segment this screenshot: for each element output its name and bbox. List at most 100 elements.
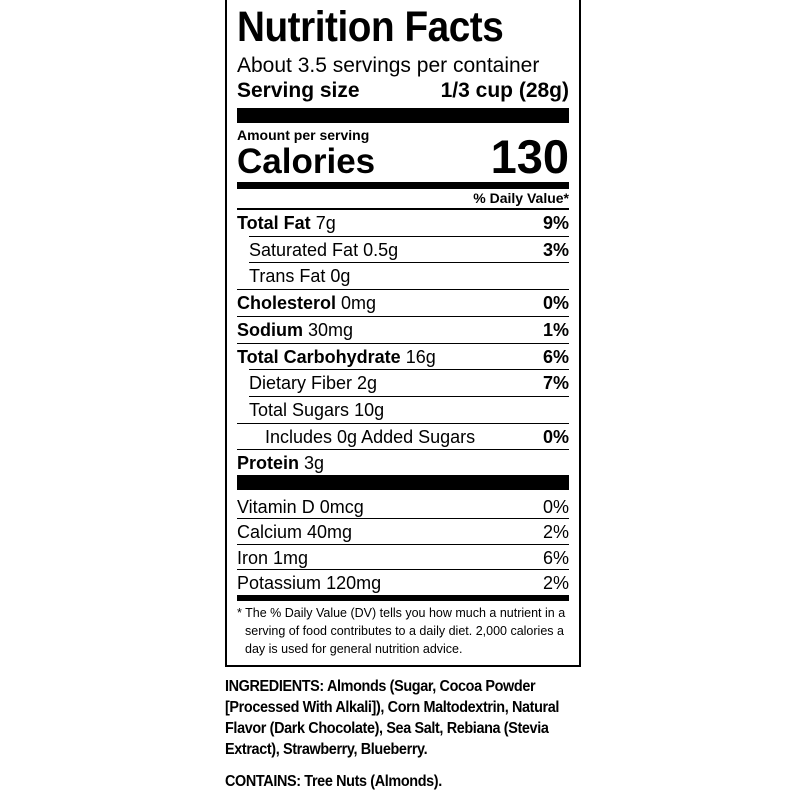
nutrient-row: Dietary Fiber 2g 7% (237, 370, 569, 396)
vitamin-name: Calcium (237, 522, 303, 543)
nutrient-row: Trans Fat 0g (237, 263, 569, 289)
thick-rule (237, 475, 569, 490)
nutrient-name: Total Carbohydrate (237, 346, 401, 367)
nutrient-name: Trans Fat (249, 266, 326, 287)
rule (237, 315, 569, 317)
nutrient-amount: 3g (304, 453, 325, 474)
vitamin-label: Iron 1mg (237, 545, 308, 571)
footnote: * The % Daily Value (DV) tells you how m… (237, 606, 566, 656)
nutrient-amount: 2g (357, 373, 378, 394)
nutrient-label: Saturated Fat 0.5g (249, 237, 398, 263)
nutrient-name: Sodium (237, 319, 303, 340)
nutrient-amount: 30mg (308, 319, 354, 340)
daily-value: 7% (542, 373, 569, 394)
vitamin-row: Vitamin D 0mcg 0% (237, 494, 569, 520)
nutrient-label: Sodium 30mg (237, 317, 353, 343)
nutrient-name: Cholesterol (237, 293, 337, 314)
thick-rule (237, 108, 569, 123)
contains-text: Tree Nuts (Almonds). (304, 773, 442, 790)
nutrient-label: Total Fat 7g (237, 210, 336, 236)
daily-value: 2% (542, 522, 569, 543)
nutrient-amount: 0.5g (363, 239, 399, 260)
nutrient-name: Protein (237, 453, 300, 474)
nutrient-amount: 16g (405, 346, 436, 367)
daily-value: 6% (542, 547, 569, 568)
daily-value: 1% (542, 319, 569, 340)
vitamin-label: Calcium 40mg (237, 519, 352, 545)
calories-label: Calories (237, 142, 376, 181)
vitamin-row: Calcium 40mg 2% (237, 519, 569, 545)
ingredients-text: Almonds (Sugar, Cocoa Powder [Processed … (225, 678, 560, 758)
serving-size-label: Serving size (237, 79, 360, 102)
vitamin-row: Potassium 120mg 2% (237, 570, 569, 596)
vitamin-amount: 120mg (326, 572, 382, 593)
rule (237, 208, 569, 209)
rule (237, 568, 569, 570)
nutrient-row: Sodium 30mg 1% (237, 317, 569, 343)
vitamin-name: Iron (237, 547, 269, 568)
rule (249, 262, 569, 264)
nutrient-label: Trans Fat 0g (249, 263, 350, 289)
rule (237, 289, 569, 291)
rule (249, 395, 569, 397)
nutrition-label: Nutrition Facts About 3.5 servings per c… (225, 0, 581, 667)
medium-rule (237, 595, 569, 601)
serving-size: 1/3 cup (28g) (440, 79, 569, 102)
rule (237, 543, 569, 545)
rule (237, 209, 569, 210)
daily-value: 0% (542, 497, 569, 517)
nutrient-amount: 10g (354, 399, 385, 420)
ingredients: INGREDIENTS: Almonds (Sugar, Cocoa Powde… (225, 676, 578, 760)
rule (249, 235, 569, 237)
servings: About 3.5 servings per container (237, 54, 540, 77)
nutrient-amount: 7g (315, 213, 336, 233)
nutrient-row: Total Carbohydrate 16g 6% (237, 344, 569, 370)
nutrient-name: Saturated Fat (249, 239, 359, 260)
vitamin-label: Vitamin D 0mcg (237, 494, 364, 520)
nutrient-row: Saturated Fat 0.5g 3% (237, 237, 569, 263)
rule (237, 449, 569, 451)
rule (249, 369, 569, 371)
contains-label: CONTAINS: (225, 773, 301, 790)
vitamin-name: Potassium (237, 572, 322, 593)
ingredients-label: INGREDIENTS: (225, 678, 324, 695)
nutrient-row: Includes 0g Added Sugars 0% (237, 424, 569, 450)
nutrient-label: Total Carbohydrate 16g (237, 344, 436, 370)
medium-rule (237, 182, 569, 189)
nutrient-row: Total Sugars 10g (237, 397, 569, 423)
daily-value: 0% (542, 293, 569, 314)
nutrient-name: Dietary Fiber (249, 373, 353, 394)
title: Nutrition Facts (237, 3, 504, 51)
contains: CONTAINS: Tree Nuts (Almonds). (225, 771, 578, 792)
nutrient-label: Dietary Fiber 2g (249, 370, 377, 396)
vitamin-row: Iron 1mg 6% (237, 545, 569, 571)
daily-value: 2% (542, 572, 569, 593)
nutrient-label: Protein 3g (237, 450, 324, 476)
nutrient-name: Total Sugars (249, 399, 350, 420)
daily-value: 6% (542, 346, 569, 367)
nutrient-amount: 0mg (341, 293, 377, 314)
vitamin-name: Vitamin D (237, 497, 315, 517)
vitamin-amount: 0mcg (319, 497, 364, 517)
nutrient-row: Total Fat 7g 9% (237, 210, 569, 236)
dv-header: % Daily Value* (473, 190, 569, 206)
amount-label: Amount per serving (237, 127, 370, 143)
rule (237, 422, 569, 424)
nutrient-row: Protein 3g (237, 450, 569, 476)
nutrient-label: Includes 0g Added Sugars (265, 424, 475, 450)
calories-value: 130 (490, 130, 569, 183)
daily-value: 3% (542, 239, 569, 260)
vitamin-label: Potassium 120mg (237, 570, 381, 596)
nutrient-label: Cholesterol 0mg (237, 290, 376, 316)
nutrient-name: Total Fat (237, 213, 311, 233)
daily-value: 0% (542, 426, 569, 447)
nutrient-name: Includes 0g Added Sugars (265, 426, 476, 447)
nutrient-amount: 0g (330, 266, 351, 287)
rule (237, 518, 569, 520)
rule (237, 342, 569, 344)
nutrient-label: Total Sugars 10g (249, 397, 384, 423)
nutrient-row: Cholesterol 0mg 0% (237, 290, 569, 316)
vitamin-amount: 40mg (307, 522, 353, 543)
daily-value: 9% (542, 213, 569, 233)
